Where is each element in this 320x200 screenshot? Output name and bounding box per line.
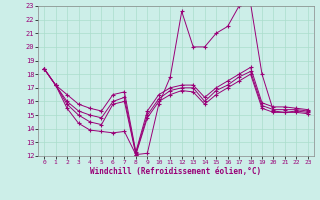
X-axis label: Windchill (Refroidissement éolien,°C): Windchill (Refroidissement éolien,°C) xyxy=(91,167,261,176)
